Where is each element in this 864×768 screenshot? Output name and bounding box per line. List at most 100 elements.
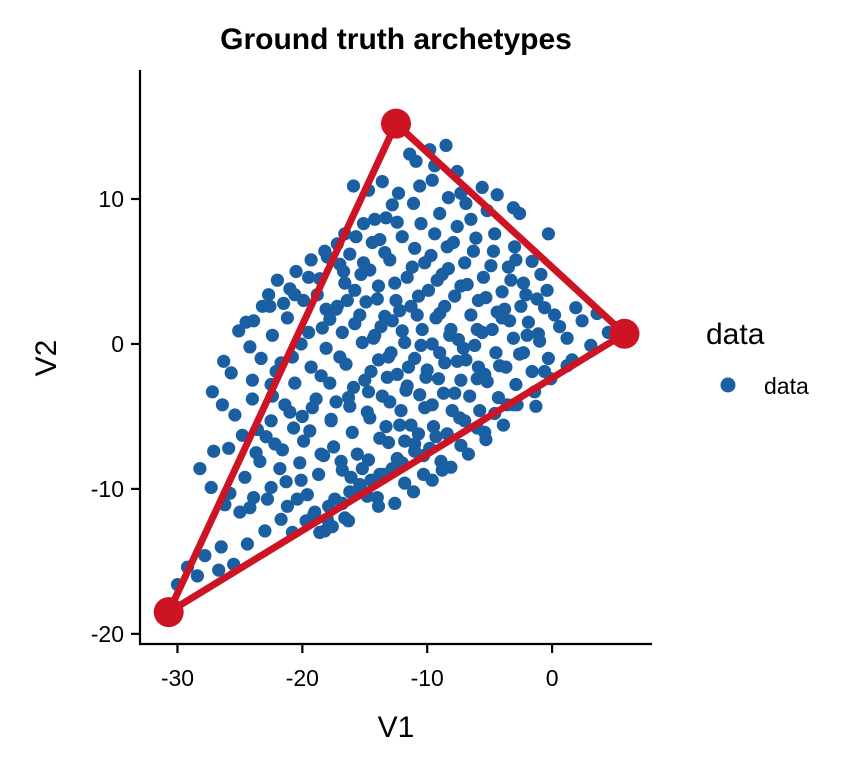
data-point [243,501,257,515]
data-point [429,430,443,444]
data-point [520,328,534,342]
data-point [519,288,533,302]
data-point [341,391,356,405]
data-point [398,434,412,448]
data-point [380,370,394,384]
data-point [217,354,231,368]
data-point [433,206,447,221]
data-point [259,430,273,444]
data-point [346,380,361,394]
data-point [469,231,483,245]
data-point [560,331,574,345]
data-point [383,253,397,267]
data-point [385,198,399,212]
data-point [359,295,373,309]
data-point [388,496,402,510]
data-point [395,230,409,244]
data-point [489,346,503,360]
data-point [394,404,408,418]
data-point [553,320,567,334]
data-point [393,418,407,432]
data-point [240,537,254,551]
data-point [333,350,347,364]
data-point [344,470,358,484]
archetype-layer [153,108,640,628]
data-point [337,264,351,279]
data-point [280,499,294,513]
data-point [398,476,412,490]
data-point [260,492,274,506]
data-point [243,340,257,354]
data-point [438,356,452,370]
data-point [454,279,468,293]
data-point [297,293,311,308]
data-point [258,524,272,538]
data-point [426,420,441,434]
data-point [361,385,376,399]
data-point [232,324,246,338]
data-point [375,175,389,189]
data-point [313,525,327,540]
data-point [521,315,536,329]
data-point [289,264,303,279]
x-tick-label: -20 [286,665,319,691]
data-point [531,327,546,341]
data-point [476,270,490,284]
data-point [458,414,472,428]
data-point [463,389,477,403]
data-point [348,283,362,297]
data-point [205,385,219,399]
data-point [207,444,221,458]
data-point [323,312,337,326]
data-point [431,372,446,386]
data-point [214,540,228,554]
x-tick-label: -30 [161,665,194,691]
data-point [479,433,493,447]
data-point [411,427,426,441]
data-point [335,325,349,339]
data-point [263,299,277,313]
data-point [448,289,462,303]
data-point [400,270,414,284]
data-point [204,480,218,495]
data-point [283,405,297,419]
x-tick-label: -10 [411,665,444,691]
data-point [247,491,261,505]
data-point [300,488,314,502]
data-point [270,273,284,287]
data-point [222,441,236,455]
data-point [268,437,282,451]
data-point [575,314,589,328]
data-point [308,505,322,519]
data-point [355,335,369,350]
data-point [490,305,504,319]
data-point [391,186,406,200]
data-point [569,301,583,315]
data-point [514,299,528,313]
data-point [198,549,212,563]
data-point [435,267,449,281]
data-point [490,188,504,202]
legend-marker [720,377,736,393]
data-point [264,414,278,428]
data-point [445,404,459,418]
data-point [329,395,343,409]
data-point [393,304,407,318]
data-point [274,512,288,526]
data-point [418,401,432,415]
data-point [413,388,427,402]
data-point [264,480,278,495]
data-point [346,179,361,193]
data-point [378,309,392,323]
data-point [398,335,412,350]
data-point [262,288,276,302]
data-point [405,260,419,274]
data-point [513,206,527,221]
data-point [529,399,543,413]
data-point [324,414,338,428]
data-point [253,454,267,468]
data-point [329,302,343,316]
data-point [370,292,384,306]
data-point [379,420,393,434]
points-layer [170,138,615,592]
